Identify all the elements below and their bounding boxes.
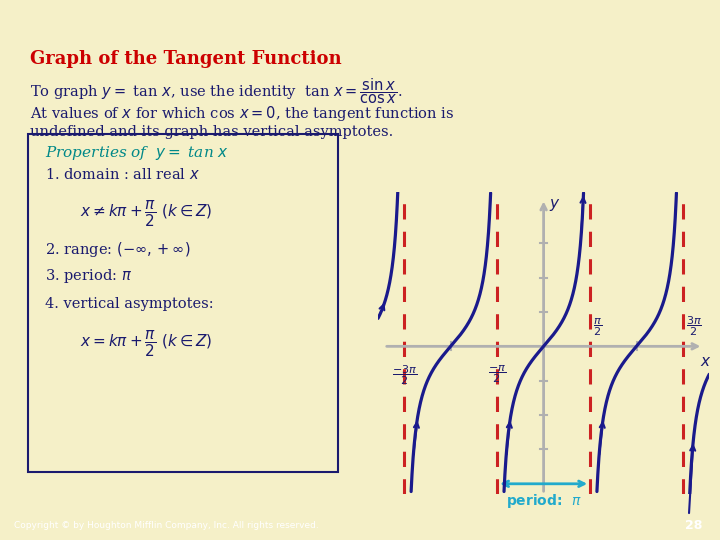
Text: $x = k\pi + \dfrac{\pi}{2}\ (k \in Z)$: $x = k\pi + \dfrac{\pi}{2}\ (k \in Z)$: [80, 329, 212, 359]
Text: $\dfrac{-3\pi}{2}$: $\dfrac{-3\pi}{2}$: [392, 363, 417, 387]
Text: Properties of  $y =$ tan $x$: Properties of $y =$ tan $x$: [45, 144, 229, 162]
Text: At values of $x$ for which cos $x = 0$, the tangent function is: At values of $x$ for which cos $x = 0$, …: [30, 104, 454, 123]
Text: 1. domain : all real $x$: 1. domain : all real $x$: [45, 167, 200, 182]
Bar: [28, 134, 338, 472]
Text: $x \neq k\pi + \dfrac{\pi}{2}\ (k \in Z)$: $x \neq k\pi + \dfrac{\pi}{2}\ (k \in Z)…: [80, 199, 212, 229]
Text: 4. vertical asymptotes:: 4. vertical asymptotes:: [45, 297, 214, 311]
Text: Copyright © by Houghton Mifflin Company, Inc. All rights reserved.: Copyright © by Houghton Mifflin Company,…: [14, 522, 319, 530]
Text: To graph $y =$ tan $x$, use the identity  tan $x = \dfrac{\sin x}{\cos x}$.: To graph $y =$ tan $x$, use the identity…: [30, 76, 402, 106]
Text: 3. period: $\pi$: 3. period: $\pi$: [45, 267, 132, 285]
Text: 28: 28: [685, 519, 702, 532]
Text: period:  $\pi$: period: $\pi$: [505, 492, 582, 510]
Text: $\dfrac{-\pi}{2}$: $\dfrac{-\pi}{2}$: [488, 363, 506, 385]
Text: $y$: $y$: [549, 197, 560, 213]
Text: undefined and its graph has vertical asymptotes.: undefined and its graph has vertical asy…: [30, 125, 393, 139]
Text: $x$: $x$: [701, 355, 712, 369]
Text: $\dfrac{3\pi}{2}$: $\dfrac{3\pi}{2}$: [686, 314, 702, 338]
Text: 2. range: $(-\infty, +\infty)$: 2. range: $(-\infty, +\infty)$: [45, 240, 191, 259]
Text: $\dfrac{\pi}{2}$: $\dfrac{\pi}{2}$: [593, 316, 602, 338]
Text: Graph of the Tangent Function: Graph of the Tangent Function: [30, 50, 341, 68]
